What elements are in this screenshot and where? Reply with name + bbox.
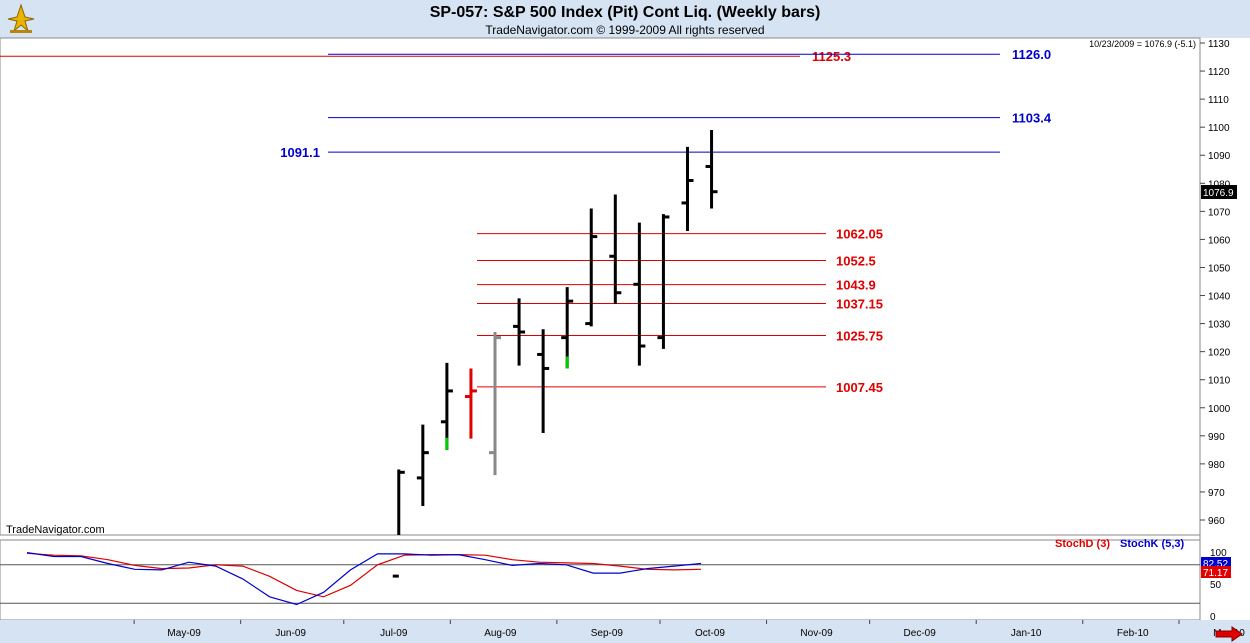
chart-title: SP-057: S&P 500 Index (Pit) Cont Liq. (W…: [429, 4, 821, 21]
x-tick-label: Jan-10: [1011, 628, 1042, 639]
y-tick-label: 970: [1208, 488, 1225, 499]
x-tick-label: Nov-09: [800, 628, 833, 639]
x-tick-label: Jun-09: [275, 628, 306, 639]
chart-subtitle: TradeNavigator.com © 1999-2009 All right…: [485, 23, 765, 37]
stoch-legend-d: StochD (3): [1055, 538, 1110, 550]
last-price-label: 1076.9: [1203, 188, 1234, 199]
stoch-pane-frame: [0, 539, 1201, 621]
level-label: 1125.3: [812, 49, 851, 64]
level-label: 1103.4: [1012, 111, 1052, 126]
y-tick-label: 1030: [1208, 320, 1231, 331]
level-label: 1037.15: [836, 297, 883, 312]
y-tick-label: 1110: [1208, 95, 1229, 106]
y-tick-label: 980: [1208, 460, 1225, 471]
y-tick-label: 1080: [1208, 179, 1231, 190]
y-tick-label: 1010: [1208, 376, 1231, 387]
level-label: 1062.05: [836, 227, 883, 242]
stoch-tick-label: 0: [1210, 612, 1216, 623]
y-tick-label: 1120: [1208, 67, 1230, 78]
x-tick-label: Sep-09: [591, 628, 624, 639]
y-tick-label: 1090: [1208, 151, 1231, 162]
level-label: 1091.1: [280, 145, 320, 160]
x-tick-label: Dec-09: [904, 628, 937, 639]
x-tick-label: May-09: [167, 628, 201, 639]
y-tick-label: 1020: [1208, 348, 1231, 359]
status-readout: 10/23/2009 = 1076.9 (-5.1): [1089, 39, 1196, 49]
scroll-right-arrow-icon[interactable]: [1214, 626, 1244, 642]
watermark-text: TradeNavigator.com: [6, 524, 105, 536]
y-tick-label: 1000: [1208, 404, 1231, 415]
stoch-series-line: [26, 552, 702, 598]
level-label: 1025.75: [836, 329, 883, 344]
stoch-series-line: [26, 552, 702, 606]
stoch-tick-label: 100: [1210, 548, 1227, 559]
y-tick-label: 1070: [1208, 207, 1231, 218]
y-tick-label: 1100: [1208, 123, 1230, 134]
y-tick-label: 1050: [1208, 263, 1231, 274]
last-price-tag: [1201, 184, 1237, 199]
y-tick-label: 1130: [1208, 39, 1230, 50]
level-label: 1007.45: [836, 380, 883, 395]
stoch-d-value: 71.17: [1203, 568, 1228, 579]
chart-header: [0, 0, 1250, 38]
x-tick-label: Feb-10: [1117, 628, 1149, 639]
x-axis-band: [0, 620, 1250, 643]
y-tick-label: 1040: [1208, 292, 1231, 303]
x-tick-label: Jul-09: [380, 628, 408, 639]
stoch-k-value: 82.52: [1203, 559, 1228, 570]
x-tick-label: Oct-09: [695, 628, 725, 639]
level-label: 1126.0: [1012, 47, 1051, 62]
stoch-tick-label: 50: [1210, 580, 1222, 591]
x-tick-label: Aug-09: [484, 628, 517, 639]
stoch-d-value-tag: [1201, 566, 1231, 578]
level-label: 1052.5: [836, 253, 876, 268]
y-tick-label: 1060: [1208, 235, 1231, 246]
y-tick-label: 990: [1208, 432, 1225, 443]
trade-navigator-logo-icon[interactable]: [4, 3, 38, 35]
y-tick-label: 960: [1208, 516, 1225, 527]
level-label: 1043.9: [836, 278, 876, 293]
stoch-legend-k: StochK (5,3): [1120, 538, 1185, 550]
